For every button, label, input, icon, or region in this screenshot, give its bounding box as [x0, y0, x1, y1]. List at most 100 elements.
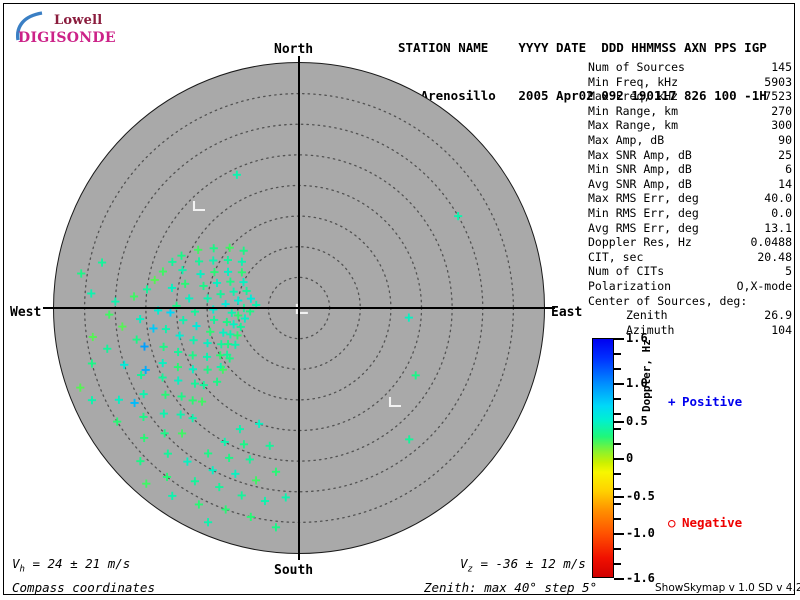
colorbar-minor-tick	[614, 428, 621, 430]
source-point	[233, 331, 242, 340]
colorbar-minor-tick	[614, 503, 621, 505]
source-point	[199, 281, 208, 291]
vz-symbol: V	[460, 556, 468, 571]
source-point	[271, 523, 281, 532]
source-point	[141, 365, 150, 375]
quadrant-L-marker	[388, 397, 401, 408]
colorbar-tick-label: -1.6	[626, 571, 655, 585]
negative-marker-icon: ○	[668, 515, 676, 530]
source-point	[176, 410, 185, 419]
colorbar-minor-tick	[614, 548, 621, 550]
horizontal-velocity: Vh = 24 ± 21 m/s	[12, 556, 130, 575]
source-point	[237, 257, 246, 266]
stat-row: Num of Sources 145	[588, 60, 792, 75]
stat-label: Max Range, km	[588, 118, 679, 133]
source-point	[183, 457, 192, 466]
source-point	[172, 301, 181, 310]
source-point	[239, 246, 248, 255]
source-point	[177, 429, 187, 438]
source-point	[190, 307, 200, 316]
source-point	[159, 409, 168, 418]
statistics-panel: Num of Sources 145 Min Freq, kHz 5903 Max Fr…	[588, 60, 792, 337]
source-point	[192, 321, 201, 331]
source-point	[226, 330, 235, 339]
source-point	[246, 294, 256, 303]
stat-label: Azimuth	[626, 322, 675, 337]
stat-label: Avg SNR Amp, dB	[588, 176, 692, 191]
vz-value: = -36 ± 12 m/s	[472, 556, 586, 571]
stat-label: Max Freq, kHz	[588, 89, 679, 104]
source-point	[199, 380, 208, 390]
stat-value: 104	[771, 322, 792, 337]
source-point	[216, 290, 225, 299]
source-point	[103, 344, 112, 353]
vh-symbol: V	[12, 556, 20, 571]
source-point	[111, 297, 120, 306]
source-point	[265, 441, 274, 450]
colorbar-minor-tick	[614, 473, 621, 475]
stat-value: 6	[785, 162, 792, 177]
source-point	[174, 376, 183, 385]
version-label: ShowSkymap v 1.0 SD v 4.2	[655, 582, 800, 594]
source-point	[87, 289, 96, 298]
source-point	[188, 351, 197, 360]
colorbar-minor-tick	[614, 488, 621, 490]
source-point	[271, 467, 281, 476]
colorbar-major-tick	[614, 338, 624, 340]
source-point	[242, 286, 251, 296]
logo-digisonde-text: DIGISONDE	[18, 30, 116, 46]
source-point	[167, 283, 177, 292]
source-point	[225, 243, 234, 252]
source-point	[137, 370, 146, 380]
source-point	[225, 453, 234, 462]
stat-label: Zenith	[626, 308, 668, 323]
vz-subscript: z	[467, 564, 473, 575]
stat-value: 20.48	[757, 249, 792, 264]
source-point	[197, 397, 207, 406]
stat-label: Min RMS Err, deg	[588, 205, 699, 220]
source-point	[206, 327, 215, 336]
source-point	[236, 322, 245, 332]
stat-label: Max SNR Amp, dB	[588, 147, 692, 162]
source-point	[208, 466, 217, 475]
source-point	[221, 300, 230, 309]
source-point	[204, 449, 213, 458]
source-point	[235, 425, 245, 434]
source-point	[188, 396, 197, 405]
colorbar-minor-tick	[614, 518, 621, 520]
source-point	[246, 307, 255, 316]
stat-row: Min Freq, kHz 5903	[588, 75, 792, 90]
source-point	[203, 339, 212, 348]
source-point	[454, 212, 463, 221]
colorbar-tick-label: -0.5	[626, 488, 655, 503]
colorbar-major-tick	[614, 578, 624, 580]
source-point	[189, 336, 198, 345]
source-point	[149, 324, 158, 333]
stat-label: Num of Sources	[588, 60, 685, 74]
stat-row: Max Freq, kHz 7523	[588, 89, 792, 104]
source-point	[177, 392, 186, 401]
source-point	[120, 360, 129, 369]
source-point	[239, 440, 249, 449]
source-point	[219, 328, 228, 337]
source-point	[174, 347, 183, 357]
source-point	[246, 512, 255, 521]
source-point	[161, 324, 171, 334]
source-point	[222, 317, 231, 327]
source-point	[218, 365, 227, 374]
source-point	[114, 395, 124, 404]
source-point	[209, 315, 219, 325]
colorbar-tick-label: 0	[626, 451, 634, 465]
stat-row: Max SNR Amp, dB 25	[588, 148, 792, 163]
source-point	[162, 472, 172, 482]
center-stat-row: Zenith 26.9	[588, 308, 792, 323]
header-column-titles: STATION NAME YYYY DATE DDD HHMMSS AXN PP…	[398, 40, 767, 55]
stat-label: Min Freq, kHz	[588, 74, 679, 89]
compass-label-east: East	[551, 305, 583, 320]
source-point	[140, 433, 149, 443]
stat-value: 13.1	[764, 220, 792, 235]
legend-negative: ○ Negative	[668, 515, 742, 530]
colorbar-major-tick	[614, 458, 624, 460]
stat-value: 5	[785, 264, 792, 279]
source-point	[194, 257, 204, 266]
